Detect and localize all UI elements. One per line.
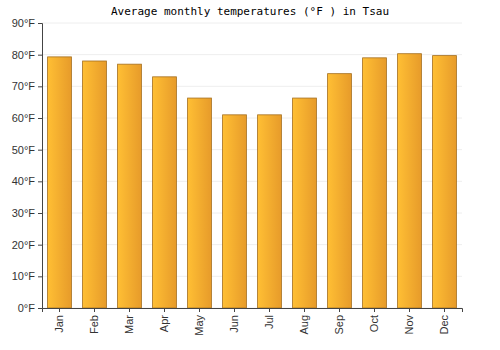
x-tick-mark: [234, 308, 235, 312]
x-tick-mark: [269, 308, 270, 312]
y-tick: 0°F: [18, 302, 42, 314]
x-axis: Jan Feb Mar Apr May Jun Jul Aug Sep Oct Nov Dec: [43, 308, 463, 336]
x-tick-label: Dec: [438, 315, 450, 335]
x-tick-mark: [94, 308, 95, 312]
chart: 0°F 10°F 20°F 30°F 40°F 50°F 60°F 70°F 80°F 90°F J…: [0, 0, 500, 350]
x-tick-mark: [339, 308, 340, 312]
y-tick: 20°F: [12, 239, 42, 251]
x-tick-mark: [199, 308, 200, 312]
x-tick-mark: [444, 308, 445, 312]
x-tick-label: Oct: [368, 315, 380, 332]
x-tick-mark: [409, 308, 410, 312]
title: Average monthly temperatures (°F ) in Ts…: [111, 5, 389, 18]
y-tick-mark: [38, 213, 42, 214]
y-tick-label: 30°F: [12, 207, 36, 219]
bar: [118, 64, 142, 308]
x-tick-mark: [129, 308, 130, 312]
y-axis: 0°F 10°F 20°F 30°F 40°F 50°F 60°F 70°F 80°F 90°F: [12, 17, 43, 314]
y-tick-mark: [38, 118, 42, 119]
x-tick-mark: [59, 308, 60, 312]
bars: [48, 54, 457, 308]
bar: [398, 54, 422, 308]
x-tick: Feb: [88, 308, 100, 334]
x-tick-label: Aug: [298, 315, 310, 335]
y-tick-mark: [38, 23, 42, 24]
x-tick-label: Nov: [403, 315, 415, 335]
bar: [188, 98, 212, 308]
bar: [363, 58, 387, 308]
y-tick-mark: [38, 55, 42, 56]
y-tick-label: 10°F: [12, 270, 36, 282]
y-tick-label: 20°F: [12, 239, 36, 251]
x-tick: Aug: [298, 308, 310, 335]
x-tick: Jan: [53, 308, 65, 333]
x-tick: Jun: [228, 308, 240, 333]
y-tick: 90°F: [12, 17, 42, 29]
y-axis-line: [38, 24, 43, 309]
y-tick-mark: [38, 245, 42, 246]
bar: [223, 115, 247, 308]
bar: [153, 77, 177, 308]
x-tick: Apr: [158, 308, 170, 332]
y-tick-label: 50°F: [12, 144, 36, 156]
bar: [433, 56, 457, 308]
y-tick-mark: [38, 276, 42, 277]
x-tick: May: [193, 308, 205, 336]
y-tick-label: 80°F: [12, 49, 36, 61]
x-tick-mark: [304, 308, 305, 312]
x-tick-label: Jan: [53, 315, 65, 333]
y-tick: 40°F: [12, 175, 42, 187]
y-tick: 80°F: [12, 49, 42, 61]
bar: [83, 61, 107, 308]
x-tick-label: May: [193, 315, 205, 336]
bar: [258, 115, 282, 308]
y-tick: 50°F: [12, 144, 42, 156]
y-tick-label: 70°F: [12, 80, 36, 92]
y-tick: 30°F: [12, 207, 42, 219]
x-tick: Mar: [123, 308, 135, 334]
x-tick-label: Feb: [88, 315, 100, 334]
bar: [293, 98, 317, 308]
x-tick: Dec: [438, 308, 450, 335]
bar: [328, 74, 352, 308]
y-tick: 70°F: [12, 80, 42, 92]
y-tick: 60°F: [12, 112, 42, 124]
y-tick-mark: [38, 86, 42, 87]
y-tick-label: 60°F: [12, 112, 36, 124]
x-tick-label: Mar: [123, 315, 135, 334]
x-tick-mark: [164, 308, 165, 312]
y-tick: 10°F: [12, 270, 42, 282]
y-tick-mark: [38, 308, 42, 309]
bar: [48, 57, 72, 308]
y-tick-label: 90°F: [12, 17, 36, 29]
plot: 0°F 10°F 20°F 30°F 40°F 50°F 60°F 70°F 80°F 90°F J…: [12, 17, 463, 336]
x-tick: Jul: [263, 308, 275, 329]
x-tick-mark: [374, 308, 375, 312]
x-tick-label: Apr: [158, 315, 170, 332]
x-tick-label: Jun: [228, 315, 240, 333]
x-tick-label: Sep: [333, 315, 345, 335]
y-tick-mark: [38, 181, 42, 182]
grid: [42, 23, 462, 308]
x-axis-line: [43, 309, 463, 313]
x-tick-label: Jul: [263, 315, 275, 329]
grid-line: [42, 23, 462, 24]
x-tick: Oct: [368, 308, 380, 332]
y-tick-mark: [38, 150, 42, 151]
y-tick-label: 0°F: [18, 302, 36, 314]
x-tick: Sep: [333, 308, 345, 335]
y-tick-label: 40°F: [12, 175, 36, 187]
x-tick: Nov: [403, 308, 415, 335]
